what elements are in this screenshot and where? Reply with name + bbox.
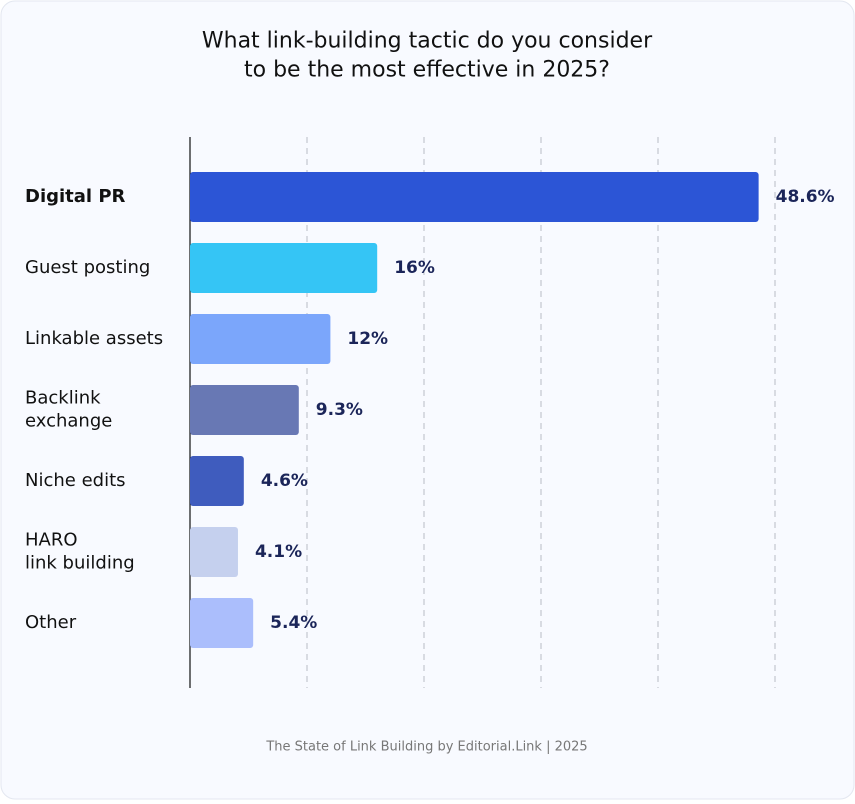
bar [190, 385, 299, 435]
value-label: 4.6% [261, 471, 308, 491]
value-label: 16% [394, 258, 435, 278]
category-label: Backlink exchange [25, 387, 112, 431]
category-label: Niche edits [25, 470, 126, 491]
category-label: Guest posting [25, 257, 150, 278]
category-label: HARO link building [25, 529, 135, 573]
bar [190, 314, 331, 364]
bar [190, 527, 238, 577]
category-label: Linkable assets [25, 328, 163, 349]
bar [190, 456, 244, 506]
value-label: 12% [347, 329, 388, 349]
category-label: Digital PR [25, 186, 126, 207]
chart-title: What link-building tactic do you conside… [202, 29, 653, 83]
value-label: 9.3% [316, 400, 363, 420]
source: The State of Link Building by Editorial.… [265, 740, 587, 755]
value-label: 5.4% [270, 613, 317, 633]
value-label: 48.6% [776, 187, 835, 207]
category-label: Other [25, 612, 77, 633]
bar [190, 172, 759, 222]
bar [190, 243, 378, 293]
value-label: 4.1% [255, 542, 302, 562]
bar [190, 598, 254, 648]
